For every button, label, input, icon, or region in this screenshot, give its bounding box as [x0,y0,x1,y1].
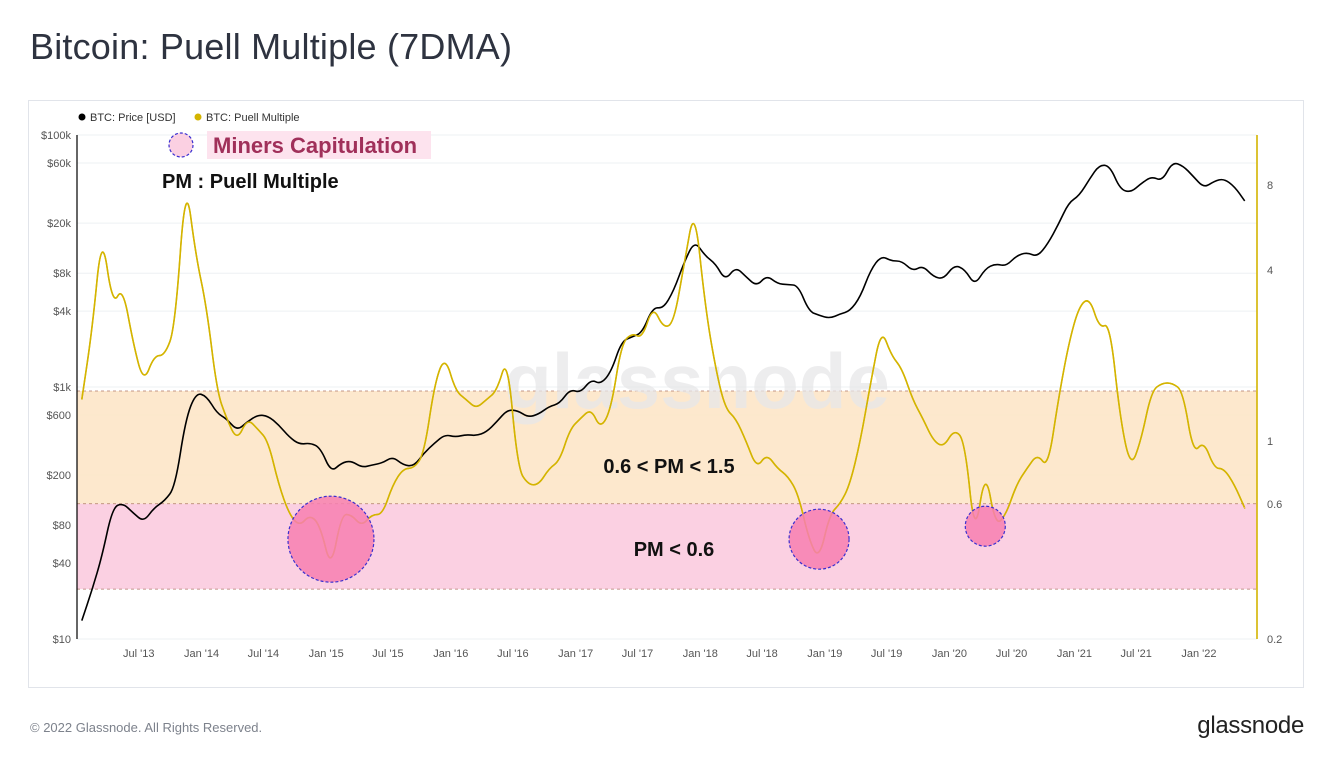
x-tick-label: Jan '20 [932,648,967,660]
legend-layer: BTC: Price [USD] BTC: Puell Multiple [78,112,300,124]
x-tick-label: Jul '18 [746,648,777,660]
bands-layer [77,390,1257,590]
legend-dot-price [78,113,86,121]
legend-label-puell: BTC: Puell Multiple [206,112,300,124]
right-tick-label: 1 [1267,436,1273,448]
left-tick-label: $4k [53,306,71,318]
left-tick-label: $10 [53,634,71,646]
left-tick-label: $20k [47,218,71,230]
watermark-layer: glassnode [504,337,890,425]
x-tick-label: Jul '17 [622,648,653,660]
left-tick-label: $8k [53,268,71,280]
x-tick-label: Jan '14 [184,648,219,660]
band-label-low: PM < 0.6 [634,539,715,561]
chart-svg: glassnode $10 $40 $80 $200 $600 $1k $4k $8k $20k… [41,112,1282,660]
x-tick-label: Jan '16 [433,648,468,660]
x-tick-label: Jan '18 [683,648,718,660]
x-tick-label: Jul '19 [871,648,902,660]
x-tick-label: Jan '21 [1057,648,1092,660]
left-tick-label: $1k [53,382,71,394]
copyright-text: © 2022 Glassnode. All Rights Reserved. [30,720,263,735]
axes-layer: $10 $40 $80 $200 $600 $1k $4k $8k $20k $60k $100k 0… [41,130,1282,660]
band-label-mid: 0.6 < PM < 1.5 [603,456,734,478]
brand-logo: glassnode [1197,712,1304,739]
left-tick-label: $600 [47,410,71,422]
x-tick-label: Jul '21 [1120,648,1151,660]
x-tick-label: Jan '22 [1181,648,1216,660]
series-layer [81,162,1246,621]
band-low-range [77,503,1257,590]
page-title: Bitcoin: Puell Multiple (7DMA) [30,26,513,67]
chart-frame: glassnode $10 $40 $80 $200 $600 $1k $4k $8k $20k… [28,100,1304,688]
x-tick-label: Jul '20 [996,648,1027,660]
legend-label-price: BTC: Price [USD] [90,112,176,124]
left-tick-label: $80 [53,520,71,532]
capitulation-legend-bg [207,131,431,159]
glassnode-watermark: glassnode [504,337,890,425]
x-tick-label: Jan '19 [807,648,842,660]
left-tick-label: $40 [53,558,71,570]
right-tick-label: 0.6 [1267,499,1282,511]
right-tick-label: 8 [1267,180,1273,192]
capitulation-legend-icon [168,132,194,158]
capitulation-legend-label: Miners Capitulation [213,133,417,158]
right-tick-label: 0.2 [1267,634,1282,646]
x-tick-label: Jul '15 [372,648,403,660]
left-tick-label: $100k [41,130,71,142]
left-tick-label: $200 [47,470,71,482]
pm-definition-label: PM : Puell Multiple [162,171,339,193]
capitulation-circle [964,505,1006,547]
annotation-layer: 0.6 < PM < 1.5 PM < 0.6 Miners Capitulatio… [162,131,1006,583]
capitulation-circle [287,495,375,583]
x-tick-label: Jul '13 [123,648,154,660]
capitulation-circle [788,508,850,570]
x-tick-label: Jan '17 [558,648,593,660]
x-tick-label: Jul '16 [497,648,528,660]
puell-multiple-line-overlay [81,202,1246,559]
price-line [81,162,1246,621]
legend-dot-puell [194,113,202,121]
band-mid-range [77,390,1257,504]
x-tick-label: Jul '14 [248,648,279,660]
left-tick-label: $60k [47,158,71,170]
x-tick-label: Jan '15 [309,648,344,660]
right-tick-label: 4 [1267,265,1273,277]
